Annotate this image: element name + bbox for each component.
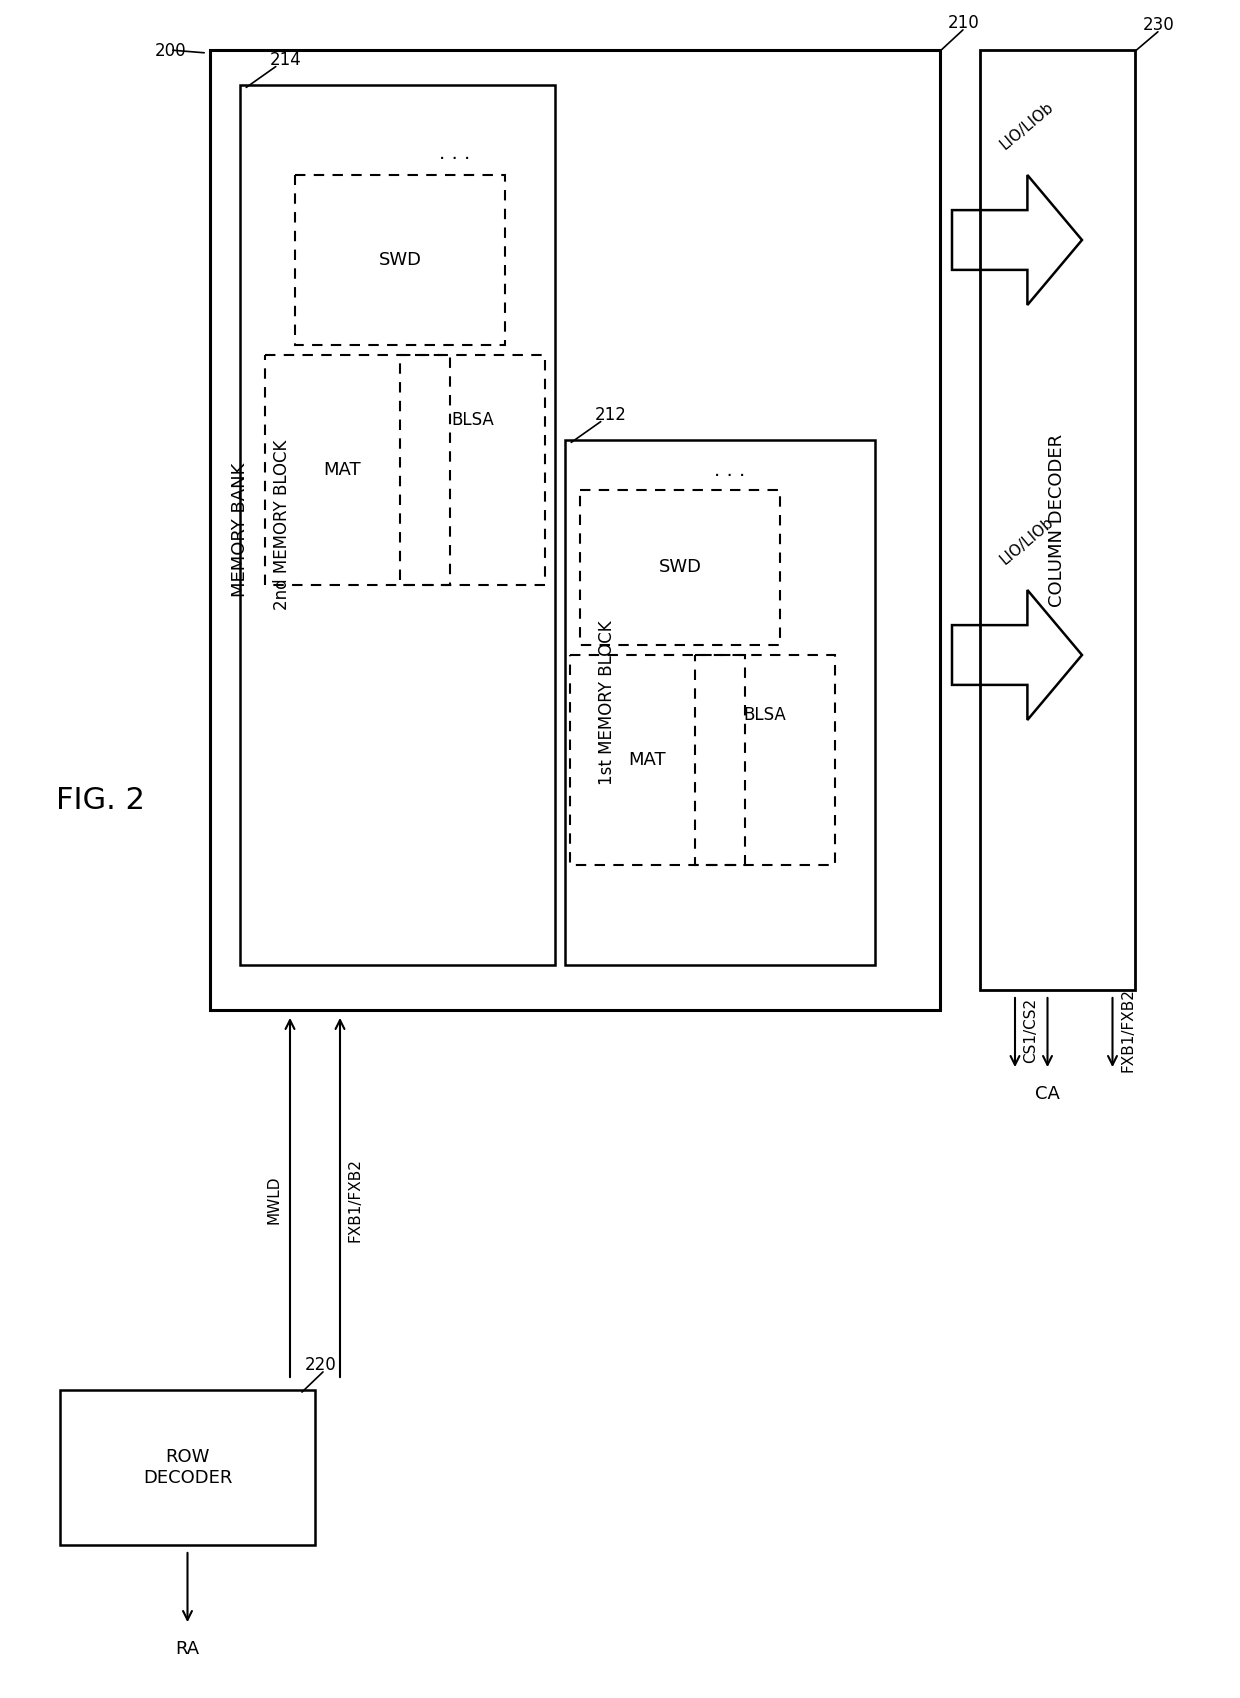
- Text: MAT: MAT: [629, 751, 666, 769]
- Text: BLSA: BLSA: [744, 706, 786, 723]
- Bar: [401, 355, 546, 586]
- Text: 214: 214: [270, 51, 301, 70]
- Text: BLSA: BLSA: [451, 411, 494, 430]
- Text: 220: 220: [305, 1357, 337, 1374]
- Text: CS1/CS2: CS1/CS2: [1023, 997, 1038, 1063]
- Text: FIG. 2: FIG. 2: [56, 786, 144, 815]
- Bar: [265, 355, 450, 586]
- Text: MAT: MAT: [324, 460, 361, 479]
- Bar: [241, 85, 556, 964]
- Text: 2nd MEMORY BLOCK: 2nd MEMORY BLOCK: [273, 440, 291, 610]
- Text: FXB1/FXB2: FXB1/FXB2: [1121, 988, 1136, 1071]
- Text: CA: CA: [1035, 1085, 1060, 1104]
- Text: SWD: SWD: [658, 559, 702, 577]
- Text: ROW
DECODER: ROW DECODER: [143, 1448, 232, 1487]
- Text: SWD: SWD: [378, 251, 422, 268]
- Text: COLUMN DECODER: COLUMN DECODER: [1049, 433, 1066, 606]
- Bar: [565, 440, 875, 964]
- Text: . . .: . . .: [714, 460, 745, 479]
- Bar: [580, 491, 780, 645]
- Bar: [570, 655, 745, 864]
- Text: 200: 200: [155, 42, 187, 59]
- Bar: [295, 175, 505, 345]
- Text: RA: RA: [175, 1640, 200, 1657]
- Text: MEMORY BANK: MEMORY BANK: [231, 464, 249, 598]
- Text: 1st MEMORY BLOCK: 1st MEMORY BLOCK: [598, 620, 616, 784]
- Text: 210: 210: [949, 14, 980, 32]
- Bar: [60, 1391, 315, 1545]
- Text: FXB1/FXB2: FXB1/FXB2: [348, 1158, 363, 1241]
- Bar: [980, 49, 1135, 990]
- Text: 230: 230: [1143, 15, 1174, 34]
- Text: . . .: . . .: [439, 144, 471, 163]
- Text: 212: 212: [595, 406, 627, 424]
- Text: LIO/LIOb: LIO/LIOb: [997, 514, 1056, 569]
- Bar: [694, 655, 835, 864]
- Bar: [210, 49, 940, 1010]
- Text: MWLD: MWLD: [267, 1175, 281, 1224]
- Text: LIO/LIOb: LIO/LIOb: [997, 100, 1056, 153]
